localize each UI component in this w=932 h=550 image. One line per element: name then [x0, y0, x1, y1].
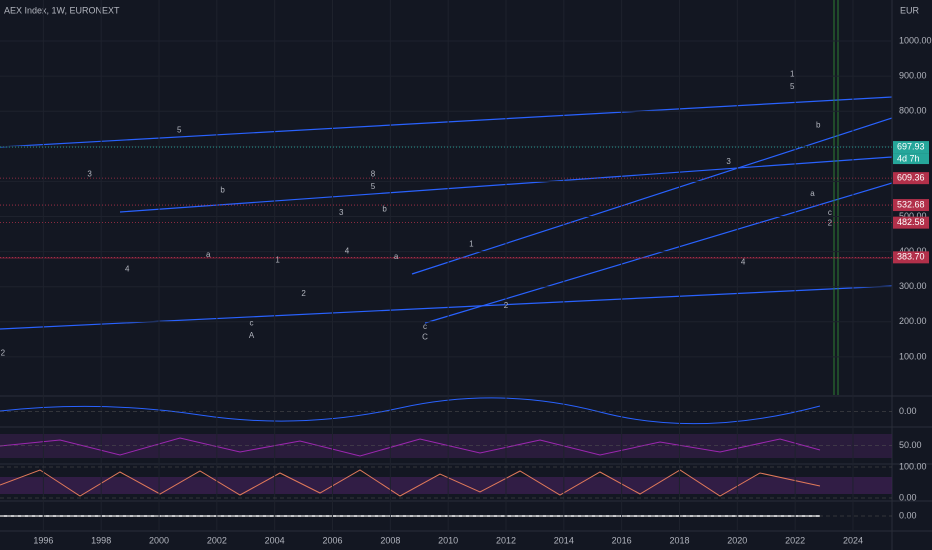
panel-tick-label: 0.00: [899, 406, 917, 416]
wave-label: c: [423, 322, 427, 331]
price-tag-label: 482.58: [897, 217, 925, 227]
rsi-band: [0, 434, 892, 458]
wave-label: 5: [790, 82, 795, 91]
panel-tick-label: 0.00: [899, 492, 917, 502]
x-tick-label: 1998: [91, 535, 111, 545]
x-tick-label: 1996: [33, 535, 53, 545]
countdown: 4d 7h: [897, 153, 920, 163]
price-tag: [893, 251, 929, 264]
y-tick-label: 400.00: [899, 246, 927, 256]
price-tag-label: 383.70: [897, 252, 925, 262]
panel-tick-label: 50.00: [899, 440, 922, 450]
y-unit: EUR: [900, 5, 920, 15]
wave-label: 3: [87, 170, 92, 179]
y-tick-label: 500.00: [899, 211, 927, 221]
macd-line: [0, 397, 821, 425]
wave-label: 3: [339, 208, 344, 217]
wave-label: 2: [1, 349, 6, 358]
chart-title: AEX Index, 1W, EURONEXT: [4, 5, 120, 15]
wave-label: 2: [504, 301, 509, 310]
price-tag: [893, 172, 929, 185]
wave-label: b: [382, 205, 387, 214]
y-tick-label: 200.00: [899, 316, 927, 326]
stoch-band: [0, 477, 892, 494]
stoch-line: [0, 469, 821, 497]
wave-label: c: [828, 208, 832, 217]
wave-label: 4: [741, 257, 746, 266]
price-tag: [893, 216, 929, 229]
countdown-tag: [893, 153, 929, 165]
x-tick-label: 2002: [207, 535, 227, 545]
wave-label: 4: [345, 247, 350, 256]
y-tick-label: 300.00: [899, 281, 927, 291]
price-tag-label: 697.93: [897, 141, 925, 151]
price-tag: [893, 199, 929, 212]
panel-tick-label: 100.00: [899, 461, 927, 471]
wave-label: 4: [125, 264, 130, 273]
wave-label: A: [249, 331, 255, 340]
wave-label: 5: [177, 126, 182, 135]
price-tag-label: 609.36: [897, 173, 925, 183]
wave-label: a: [206, 250, 211, 259]
y-tick-label: 100.00: [899, 351, 927, 361]
wave-label: 2: [301, 289, 306, 298]
wave-label: 1: [275, 256, 280, 265]
panel-tick-label: 0.00: [899, 510, 917, 520]
wave-label: a: [394, 252, 399, 261]
price-tag: [893, 141, 929, 154]
x-tick-label: 2018: [669, 535, 689, 545]
price-tag-label: 532.68: [897, 199, 925, 209]
wave-label: 5: [371, 182, 376, 191]
x-tick-label: 2014: [554, 535, 574, 545]
wave-label: 1: [469, 240, 474, 249]
x-tick-label: 2008: [380, 535, 400, 545]
x-tick-label: 2010: [438, 535, 458, 545]
wave-label: 1: [790, 70, 795, 79]
x-tick-label: 2012: [496, 535, 516, 545]
x-tick-label: 2022: [785, 535, 805, 545]
wave-label: 3: [726, 157, 731, 166]
rsi-line: [0, 437, 821, 457]
wave-label: c: [250, 319, 254, 328]
wave-label: a: [810, 189, 815, 198]
x-tick-label: 2004: [265, 535, 285, 545]
wave-label: 8: [371, 170, 376, 179]
y-tick-label: 800.00: [899, 106, 927, 116]
x-tick-label: 2016: [612, 535, 632, 545]
x-tick-label: 2020: [727, 535, 747, 545]
x-tick-label: 2000: [149, 535, 169, 545]
wave-label: C: [422, 333, 428, 342]
wave-label: b: [220, 185, 225, 194]
y-tick-label: 1000.00: [899, 35, 932, 45]
x-tick-label: 2006: [322, 535, 342, 545]
wave-label: b: [816, 120, 821, 129]
x-tick-label: 2024: [843, 535, 863, 545]
wave-label: 2: [828, 219, 833, 228]
y-tick-label: 900.00: [899, 71, 927, 81]
